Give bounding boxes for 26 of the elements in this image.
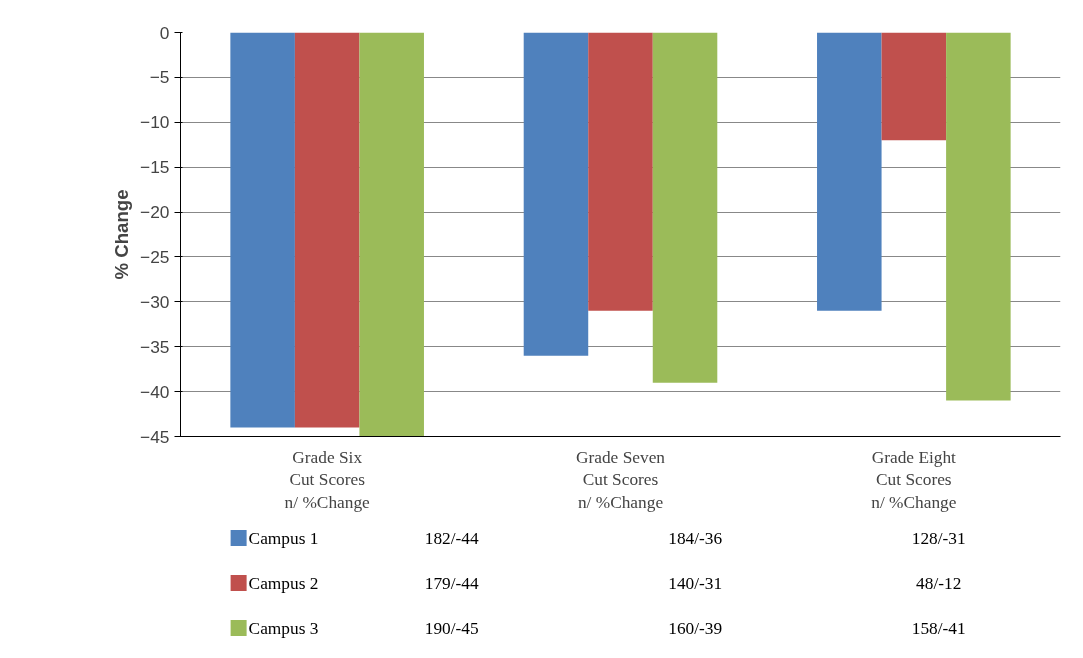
data-label: 179/-44 [424,573,479,593]
y-tick-label: −40 [140,381,170,402]
y-tick-label: −10 [140,112,170,133]
legend-label: Campus 2 [248,573,319,593]
y-tick-label: −5 [149,67,170,88]
legend-label: Campus 1 [248,528,319,548]
y-tick-label: −30 [140,291,170,312]
data-label: 48/-12 [916,573,962,593]
data-label: 128/-31 [911,528,966,548]
x-tick-label: Grade Eight Cut Scores n/ %Change [871,447,957,513]
x-tick-label: Grade Six Cut Scores n/ %Change [284,447,371,513]
y-axis-title: % Change [111,189,133,280]
data-label: 140/-31 [668,573,723,593]
data-label: 182/-44 [424,528,479,548]
data-label: 184/-36 [668,528,723,548]
data-label: 190/-45 [424,618,479,638]
x-tick-label: Grade Seven Cut Scores n/ %Change [576,447,666,513]
y-tick-label: −35 [140,336,170,357]
legend-label: Campus 3 [248,618,319,638]
y-tick-label: −20 [140,202,170,223]
y-tick-label: −15 [140,157,170,178]
y-tick-label: 0 [159,22,170,43]
y-tick-label: −45 [140,426,170,447]
data-label: 158/-41 [911,618,966,638]
y-tick-label: −25 [140,246,170,267]
data-label: 160/-39 [668,618,723,638]
